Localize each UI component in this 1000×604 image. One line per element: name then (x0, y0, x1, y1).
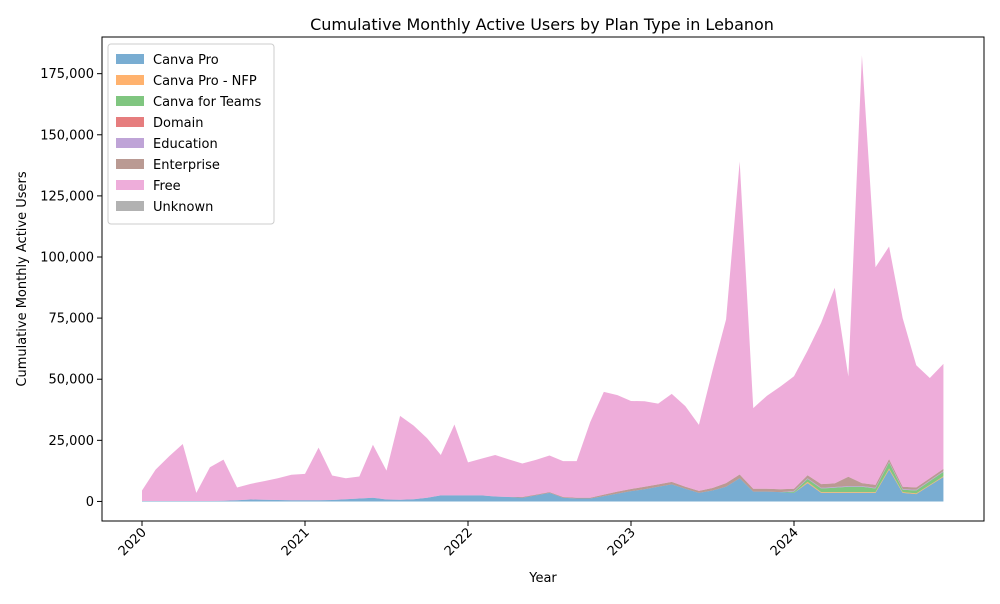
area-series-free (142, 55, 944, 501)
area-series-group (142, 55, 944, 502)
y-tick-label: 100,000 (40, 251, 94, 266)
plot-frame (101, 36, 985, 522)
y-tick-label: 0 (86, 495, 94, 510)
y-tick-label: 50,000 (49, 373, 95, 388)
y-tick-label: 125,000 (40, 189, 94, 204)
legend: Canva Pro Canva Pro - NFP Canva for Teams D… (107, 43, 275, 225)
legend-label: Unknown (153, 200, 213, 215)
y-tick-label: 75,000 (49, 312, 95, 327)
y-tick-label: 150,000 (40, 128, 94, 143)
legend-swatch (116, 75, 144, 85)
legend-label: Free (153, 179, 181, 194)
legend-swatch (116, 96, 144, 106)
y-axis-label: Cumulative Monthly Active Users (15, 171, 30, 386)
y-axis: 0 25,000 50,000 75,000 100,000 125,000 150,000… (40, 67, 102, 510)
legend-swatch (116, 159, 144, 169)
legend-label: Canva Pro (153, 53, 219, 68)
legend-label: Canva Pro - NFP (153, 74, 257, 89)
legend-label: Canva for Teams (153, 95, 261, 110)
legend-swatch (116, 201, 144, 211)
legend-label: Domain (153, 116, 203, 131)
legend-label: Enterprise (153, 158, 220, 173)
legend-swatch (116, 117, 144, 127)
legend-box (107, 43, 275, 225)
y-tick-label: 25,000 (49, 434, 95, 449)
chart-title: Cumulative Monthly Active Users by Plan … (310, 15, 774, 34)
legend-label: Education (153, 137, 218, 152)
y-tick-label: 175,000 (40, 67, 94, 82)
legend-swatch (116, 54, 144, 64)
x-axis-label: Year (528, 571, 557, 586)
legend-swatch (116, 180, 144, 190)
legend-swatch (116, 138, 144, 148)
area-series-canva-pro (142, 469, 944, 502)
